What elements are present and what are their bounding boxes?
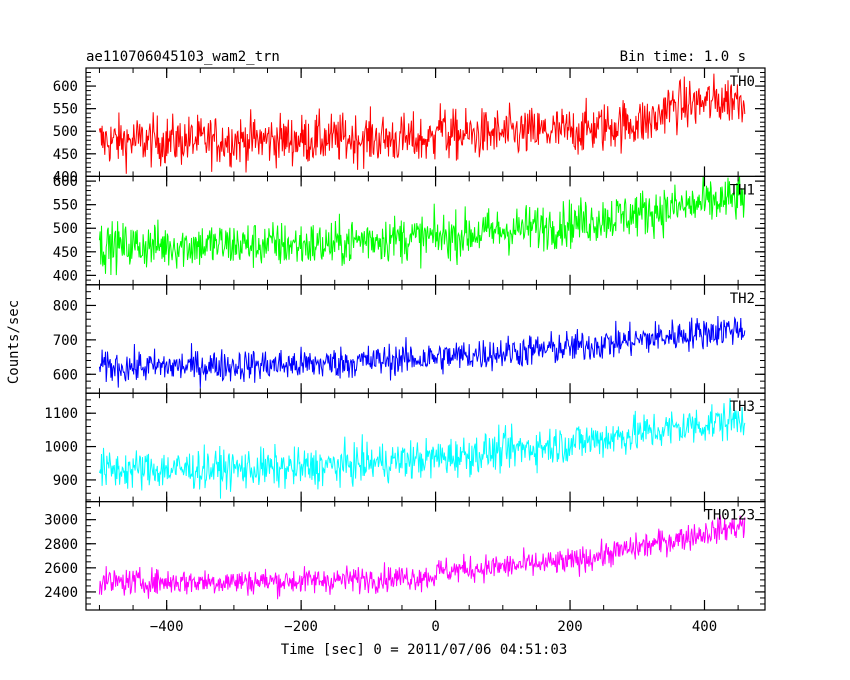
x-tick-label: 400 <box>692 619 717 635</box>
y-tick-label: 2600 <box>44 561 78 577</box>
chart-title: ae110706045103_wam2_trn <box>86 49 280 65</box>
series-line-th2 <box>98 315 746 389</box>
series-line-th0123 <box>98 514 746 600</box>
y-tick-label: 550 <box>53 102 78 118</box>
y-tick-label: 500 <box>53 124 78 140</box>
panel-th2: 600 700 800 TH2 <box>53 284 766 394</box>
y-axis-title: Counts/sec <box>6 300 22 384</box>
y-tick-label: 800 <box>53 298 78 314</box>
panel-frame <box>85 501 766 611</box>
panel-label-th0123: TH0123 <box>704 508 755 524</box>
bin-time-label: Bin time: 1.0 s <box>620 49 746 65</box>
x-tick-label: 0 <box>431 619 439 635</box>
y-tick-label: 600 <box>53 174 78 190</box>
y-tick-label: 700 <box>53 333 78 349</box>
y-tick-label: 3000 <box>44 513 78 529</box>
panel-label-th3: TH3 <box>730 399 755 415</box>
series-line-th1 <box>98 176 746 276</box>
panel-th0123: 2400 2600 2800 3000 TH0123 <box>44 501 766 611</box>
panel-label-th2: TH2 <box>730 291 755 307</box>
x-axis-title: Time [sec] 0 = 2011/07/06 04:51:03 <box>281 642 568 658</box>
y-tick-label: 600 <box>53 367 78 383</box>
x-tick-label: −200 <box>284 619 318 635</box>
panel-th1: 400 450 500 550 600 TH1 <box>53 174 766 286</box>
x-tick-label: 200 <box>557 619 582 635</box>
panel-th0: 400 450 500 550 600 TH0 <box>53 67 766 185</box>
panel-label-th1: TH1 <box>730 182 755 198</box>
panel-th3: 900 1000 1100 TH3 <box>44 392 766 503</box>
y-tick-label: 450 <box>53 147 78 163</box>
y-tick-label: 2800 <box>44 537 78 553</box>
series-line-th0 <box>98 73 746 174</box>
y-tick-label: 400 <box>53 268 78 284</box>
y-tick-label: 2400 <box>44 585 78 601</box>
y-tick-label: 450 <box>53 245 78 261</box>
y-tick-label: 900 <box>53 473 78 489</box>
x-axis-tick-labels: −400 −200 0 200 400 <box>150 619 717 635</box>
x-tick-label: −400 <box>150 619 184 635</box>
y-tick-label: 400 <box>53 169 78 185</box>
series-line-th3 <box>98 398 746 499</box>
y-tick-label: 550 <box>53 198 78 214</box>
panel-label-th0: TH0 <box>730 74 755 90</box>
panels-group: 400 450 500 550 600 TH0 400 450 500 550 600 TH1 600 7… <box>44 67 766 611</box>
y-tick-label: 600 <box>53 79 78 95</box>
y-tick-label: 1000 <box>44 440 78 456</box>
y-tick-label: 1100 <box>44 406 78 422</box>
y-tick-label: 500 <box>53 221 78 237</box>
